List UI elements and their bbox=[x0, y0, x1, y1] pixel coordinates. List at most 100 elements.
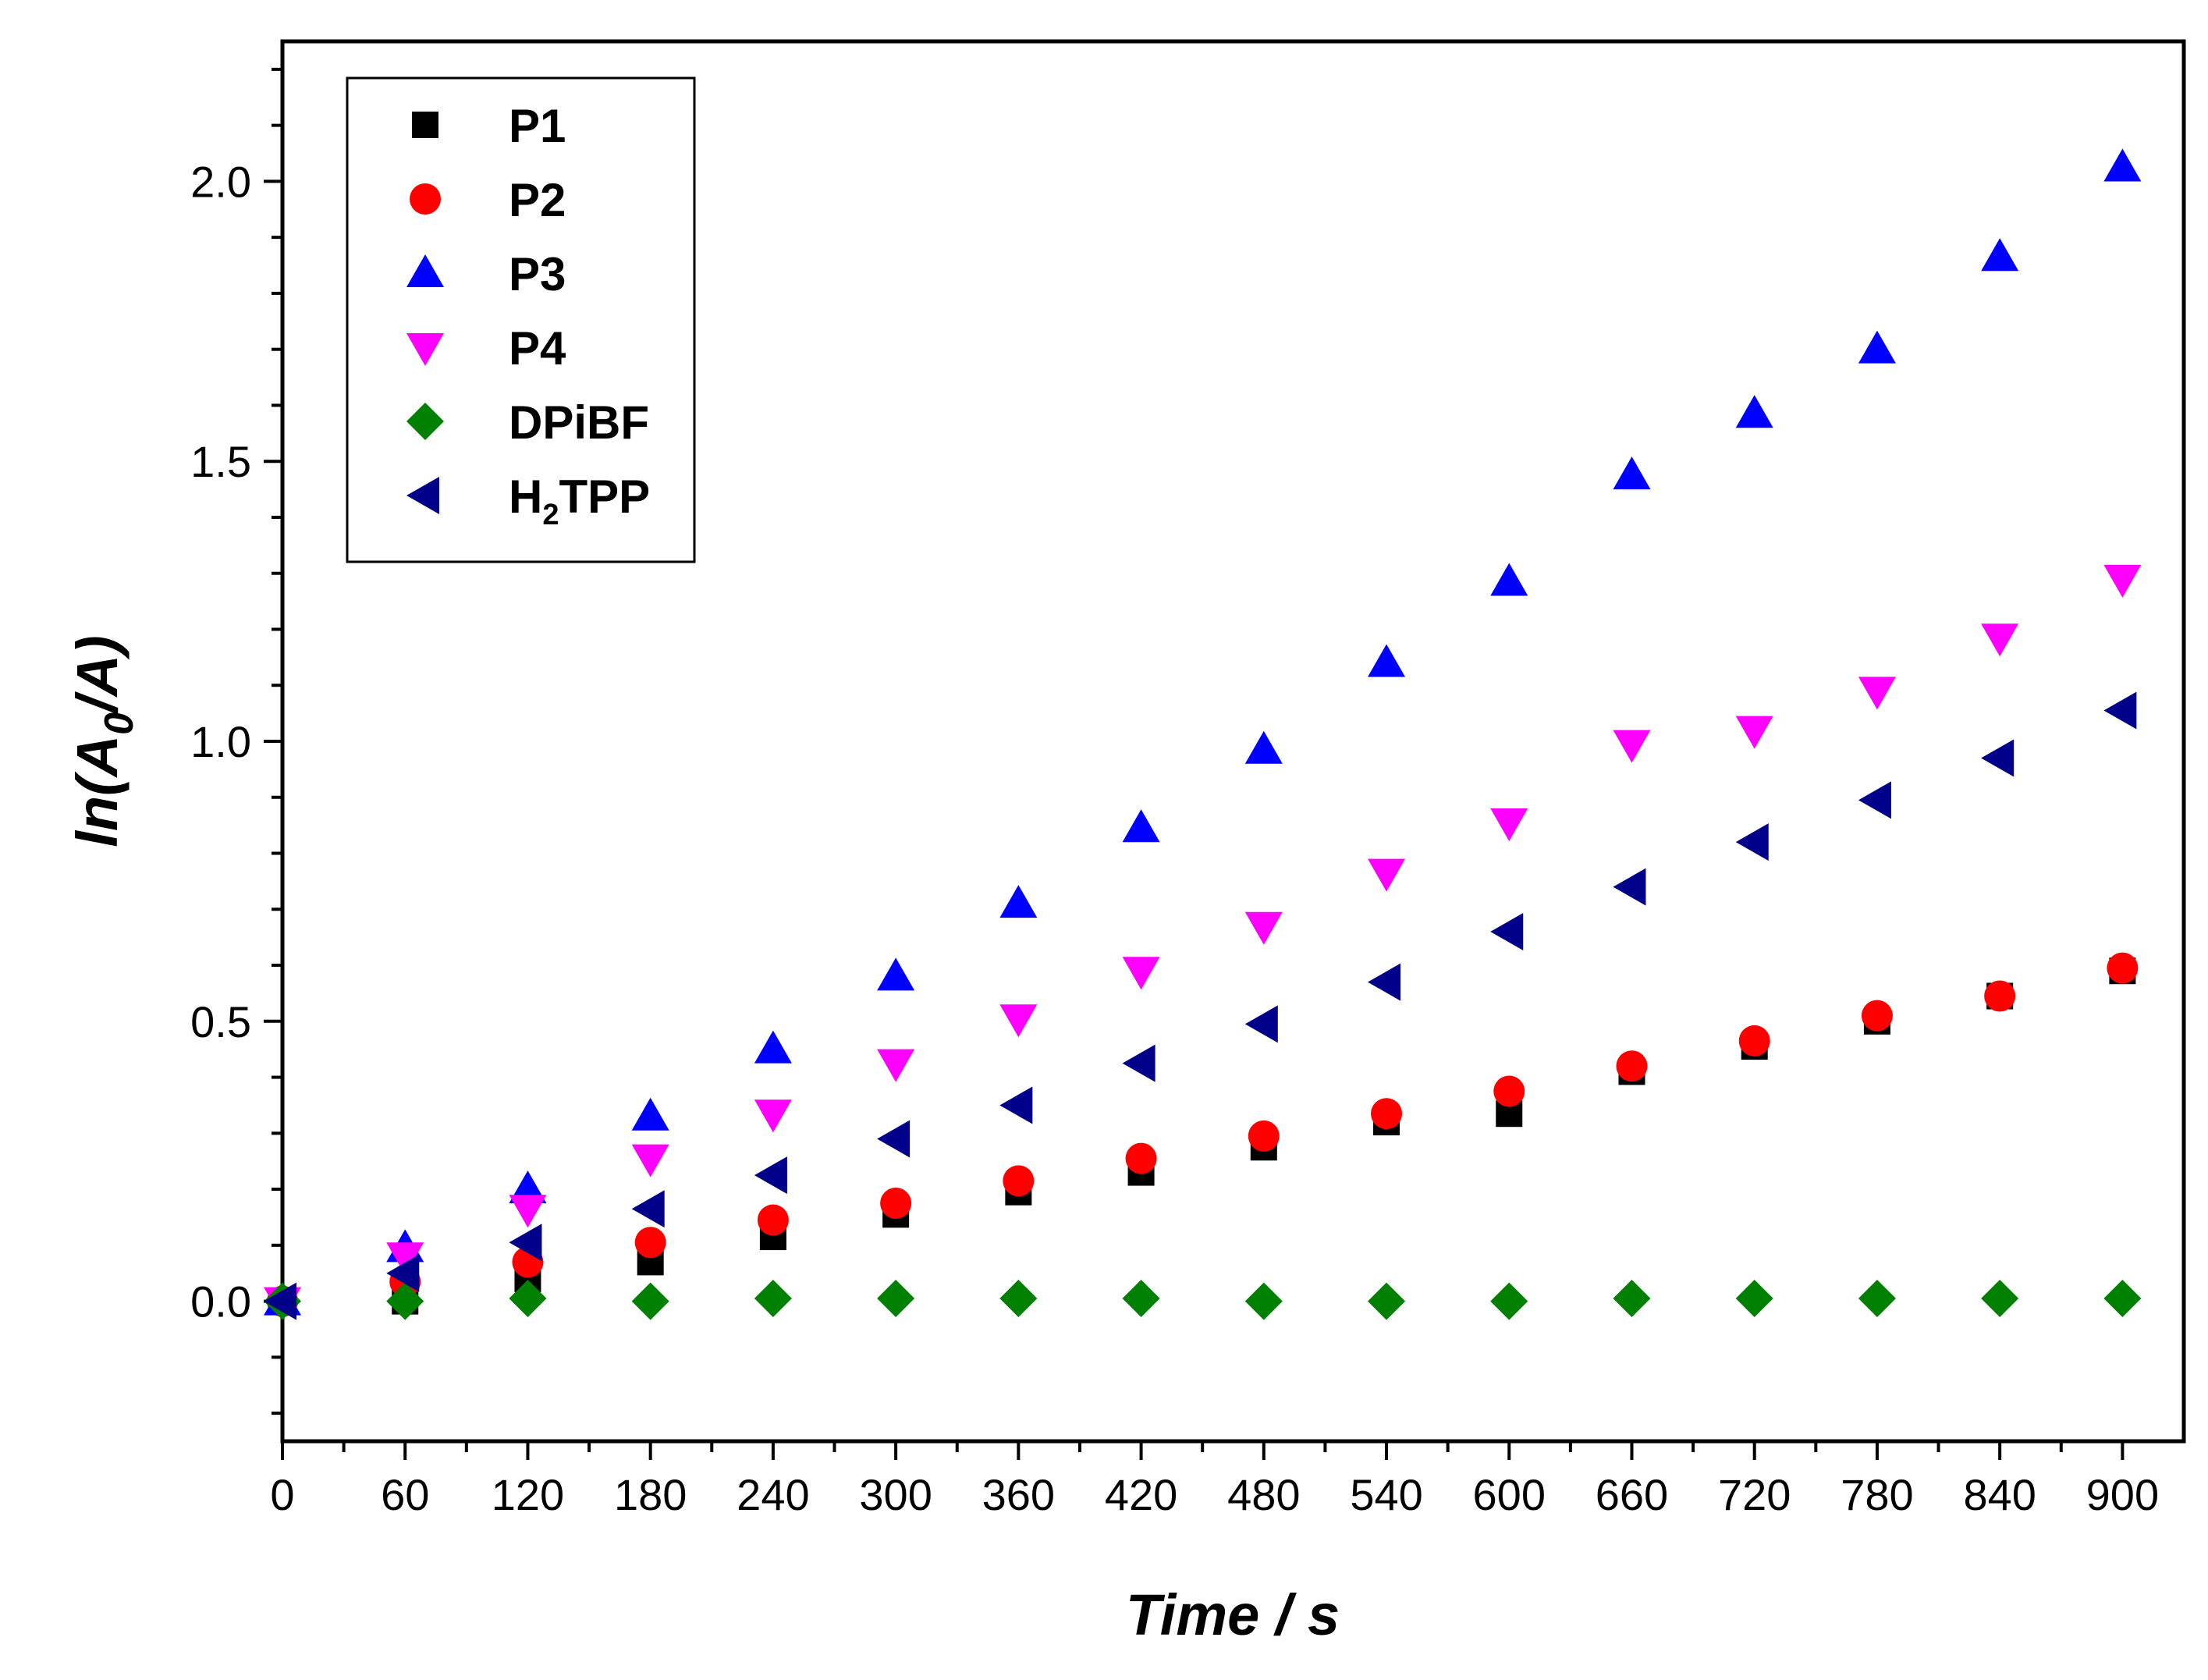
x-tick-label: 720 bbox=[1718, 1470, 1791, 1519]
data-point-p4 bbox=[1368, 858, 1406, 892]
legend-label-p4: P4 bbox=[509, 322, 566, 375]
data-point-dpibf bbox=[2103, 1280, 2142, 1318]
data-point-dpibf bbox=[631, 1282, 669, 1320]
data-point-dpibf bbox=[1735, 1280, 1773, 1318]
data-point-p4 bbox=[999, 1004, 1038, 1038]
data-point-dpibf bbox=[877, 1280, 915, 1318]
data-point-p3 bbox=[1981, 238, 2019, 272]
x-tick-label: 660 bbox=[1596, 1470, 1668, 1519]
x-tick-label: 240 bbox=[737, 1470, 809, 1519]
data-point-p2 bbox=[1984, 980, 2016, 1012]
x-tick-label: 300 bbox=[859, 1470, 932, 1519]
y-tick-label: 0.5 bbox=[190, 997, 251, 1046]
data-point-p3 bbox=[877, 957, 915, 991]
data-point-h2tpp bbox=[264, 1282, 296, 1320]
x-tick-label: 780 bbox=[1841, 1470, 1913, 1519]
data-point-p4 bbox=[1858, 677, 1896, 710]
legend-frame bbox=[346, 76, 696, 563]
data-point-p4 bbox=[386, 1242, 424, 1276]
y-tick-label: 2.0 bbox=[190, 157, 251, 206]
data-point-p4 bbox=[1244, 911, 1283, 945]
data-point-h2tpp bbox=[1858, 781, 1891, 819]
data-point-p3 bbox=[754, 1030, 792, 1064]
data-point-h2tpp bbox=[1244, 1005, 1278, 1043]
series-p2 bbox=[267, 952, 2139, 1317]
data-point-p4 bbox=[1613, 730, 1651, 763]
data-point-h2tpp bbox=[877, 1120, 911, 1158]
data-point-dpibf bbox=[1981, 1280, 2019, 1318]
data-point-dpibf bbox=[509, 1280, 547, 1318]
legend-label-dpibf: DPiBF bbox=[509, 396, 649, 449]
data-point-p2 bbox=[1248, 1120, 1280, 1152]
data-point-dpibf bbox=[1244, 1282, 1283, 1320]
data-point-h2tpp bbox=[509, 1224, 542, 1262]
data-point-h2tpp bbox=[631, 1190, 665, 1228]
data-point-p3 bbox=[1613, 456, 1651, 490]
data-point-h2tpp bbox=[999, 1086, 1033, 1124]
data-point-h2tpp bbox=[1735, 823, 1769, 861]
legend-marker-h2tpp bbox=[406, 477, 439, 514]
data-point-dpibf bbox=[1490, 1282, 1528, 1320]
data-point-p4 bbox=[877, 1049, 915, 1082]
data-point-p2 bbox=[1861, 1000, 1893, 1032]
legend-label-p1: P1 bbox=[509, 100, 566, 152]
data-point-h2tpp bbox=[1122, 1044, 1155, 1082]
data-point-dpibf bbox=[1122, 1280, 1160, 1318]
data-point-p4 bbox=[509, 1195, 547, 1228]
data-point-dpibf bbox=[999, 1280, 1038, 1318]
data-point-p2 bbox=[634, 1227, 666, 1259]
series-h2tpp bbox=[264, 691, 2137, 1320]
data-point-p2 bbox=[1493, 1075, 1525, 1107]
data-point-p4 bbox=[1981, 623, 2019, 657]
data-point-p2 bbox=[757, 1204, 789, 1236]
x-tick-label: 0 bbox=[270, 1470, 294, 1519]
data-point-p3 bbox=[1858, 330, 1896, 364]
data-point-p3 bbox=[1490, 563, 1528, 596]
data-point-h2tpp bbox=[1613, 868, 1646, 906]
series-dpibf bbox=[264, 1280, 2142, 1320]
data-point-p3 bbox=[999, 885, 1038, 918]
data-point-p2 bbox=[2107, 952, 2139, 984]
x-tick-label: 360 bbox=[982, 1470, 1055, 1519]
data-point-h2tpp bbox=[754, 1156, 787, 1195]
legend-marker-p4 bbox=[406, 333, 444, 366]
legend-label-p3: P3 bbox=[509, 248, 566, 300]
data-point-p4 bbox=[754, 1099, 792, 1133]
data-point-p4 bbox=[631, 1144, 669, 1177]
x-axis-title: Time / s bbox=[1126, 1582, 1340, 1647]
data-point-dpibf bbox=[754, 1280, 792, 1318]
data-point-p2 bbox=[880, 1188, 912, 1220]
data-point-p2 bbox=[1616, 1050, 1648, 1082]
data-point-h2tpp bbox=[1981, 739, 2015, 777]
x-tick-label: 60 bbox=[381, 1470, 429, 1519]
y-tick-label: 0.0 bbox=[190, 1277, 251, 1327]
y-tick-label: 1.5 bbox=[190, 437, 251, 486]
x-tick-label: 540 bbox=[1350, 1470, 1422, 1519]
data-point-p3 bbox=[2103, 148, 2142, 182]
data-points bbox=[264, 148, 2142, 1320]
y-axis-title: ln(A0/A) bbox=[65, 635, 142, 847]
data-point-h2tpp bbox=[386, 1254, 420, 1292]
data-point-dpibf bbox=[1858, 1280, 1896, 1318]
series-p4 bbox=[264, 564, 2142, 1320]
legend-marker-p3 bbox=[406, 254, 444, 287]
legend-label-h2tpp: H2TPP bbox=[509, 471, 650, 531]
data-point-p2 bbox=[1371, 1098, 1403, 1130]
data-point-p4 bbox=[2103, 564, 2142, 598]
data-point-h2tpp bbox=[1368, 963, 1401, 1001]
legend: P1 P2 P3 P4 DPiBF H2TPP bbox=[346, 76, 696, 563]
data-point-dpibf bbox=[1368, 1282, 1406, 1320]
x-axis-ticks: 0 60 120 180 240 300 360 420 480 540 600 660 720 780 8… bbox=[270, 1441, 2159, 1519]
data-point-p3 bbox=[1244, 730, 1283, 764]
y-tick-label: 1.0 bbox=[190, 717, 251, 766]
data-point-p3 bbox=[1368, 644, 1406, 677]
data-point-dpibf bbox=[1613, 1280, 1651, 1318]
data-point-h2tpp bbox=[2103, 691, 2137, 730]
data-point-p3 bbox=[631, 1097, 669, 1131]
legend-marker-dpibf bbox=[406, 403, 444, 440]
data-point-dpibf bbox=[386, 1282, 424, 1320]
data-point-p2 bbox=[1738, 1025, 1770, 1057]
x-tick-label: 900 bbox=[2086, 1470, 2159, 1519]
legend-marker-p1 bbox=[412, 112, 438, 138]
